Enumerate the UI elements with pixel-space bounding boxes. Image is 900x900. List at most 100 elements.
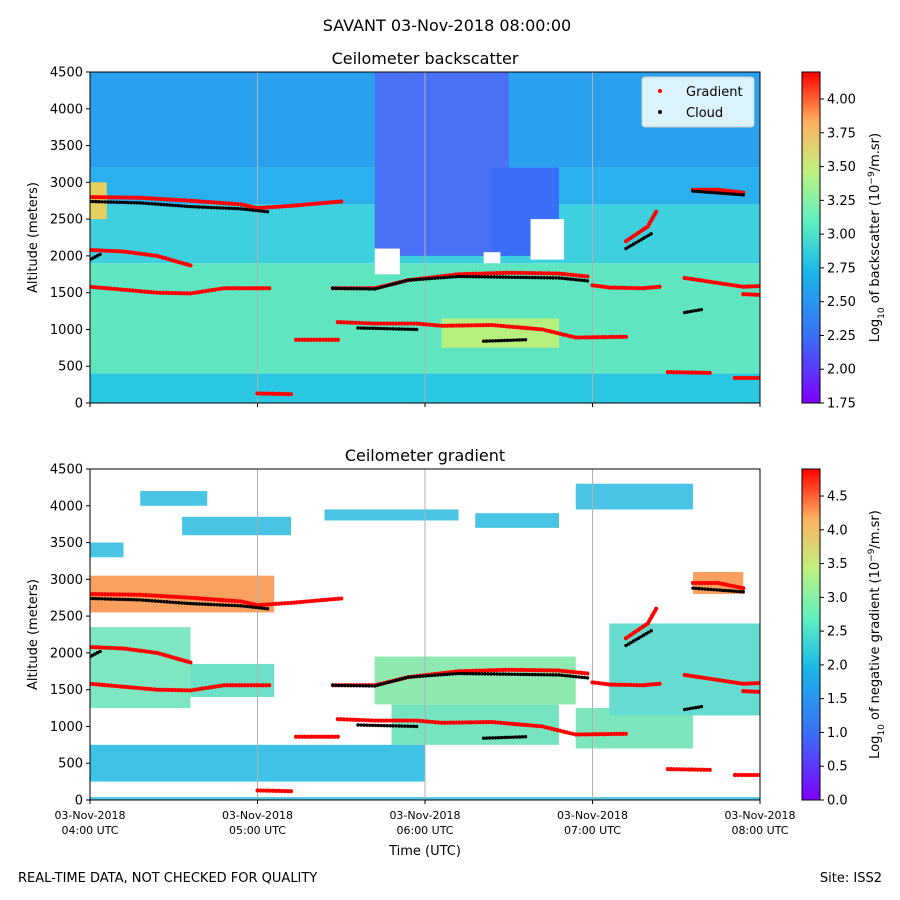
gradient-gradient-point xyxy=(154,687,160,692)
gradient-cloud-point xyxy=(518,672,523,677)
gradient-cloud-point xyxy=(646,630,651,634)
gradient-heatmap-region xyxy=(609,623,760,716)
backscatter-gradient-point xyxy=(118,249,123,254)
backscatter-heatmap-region xyxy=(483,252,501,264)
backscatter-gradient-point xyxy=(279,204,284,209)
gradient-cloud-point xyxy=(551,673,555,677)
gradient-cloud-point xyxy=(406,675,410,679)
gradient-gradient-point xyxy=(417,718,422,723)
gradient-gradient-point xyxy=(712,580,718,586)
gradient-gradient-point xyxy=(588,732,593,737)
backscatter-gradient-point xyxy=(100,285,105,290)
gradient-cloud-point xyxy=(389,679,394,684)
backscatter-gradient-point xyxy=(90,284,96,290)
gradient-cloud-point xyxy=(218,603,222,607)
backscatter-gradient-point xyxy=(478,323,483,328)
backscatter-cloud-point xyxy=(227,206,231,210)
backscatter-cloud-point xyxy=(400,279,405,284)
backscatter-cloud-point xyxy=(493,339,498,343)
backscatter-cloud-point xyxy=(514,338,519,342)
backscatter-cloud-point xyxy=(95,254,100,258)
gradient-gradient-point xyxy=(345,717,350,722)
backscatter-gradient-point xyxy=(261,205,266,210)
gradient-cloud-point xyxy=(738,589,742,594)
gradient-cloud-point xyxy=(560,673,564,677)
backscatter-gradient-point xyxy=(719,187,724,193)
gradient-gradient-point xyxy=(188,660,193,665)
gradient-gradient-point xyxy=(423,719,429,724)
backscatter-gradient-point xyxy=(619,285,624,290)
gradient-cloud-point xyxy=(433,673,437,677)
backscatter-cloud-point xyxy=(495,275,499,279)
backscatter-gradient-point xyxy=(285,392,291,397)
backscatter-gradient-point xyxy=(270,204,275,210)
backscatter-gradient-point xyxy=(109,248,114,254)
backscatter-gradient-point xyxy=(133,288,138,293)
gradient-cloud-point xyxy=(156,599,160,603)
gradient-cloud-point xyxy=(168,600,172,604)
gradient-gradient-point xyxy=(127,685,132,690)
gradient-gradient-point xyxy=(145,686,150,691)
backscatter-cloud-point xyxy=(91,199,95,204)
backscatter-cloud-point xyxy=(436,276,440,280)
backscatter-cloud-point xyxy=(412,278,416,282)
backscatter-cloud-point xyxy=(571,277,575,282)
backscatter-gradient-point xyxy=(320,337,326,342)
gradient-cloud-point xyxy=(481,736,486,740)
backscatter-cloud-point xyxy=(230,206,234,211)
gradient-cloud-point xyxy=(424,674,428,678)
backscatter-cloud-point xyxy=(483,275,487,279)
gradient-gradient-point xyxy=(573,732,578,737)
backscatter-cloud-point xyxy=(200,205,205,209)
backscatter-colorbar-tick-label: 4.00 xyxy=(827,93,856,108)
gradient-cloud-point xyxy=(492,672,496,676)
backscatter-cloud-point xyxy=(709,190,713,195)
gradient-cloud-point xyxy=(545,673,549,677)
backscatter-gradient-point xyxy=(683,370,688,375)
backscatter-cloud-point xyxy=(646,233,651,237)
backscatter-cloud-point xyxy=(391,327,395,331)
backscatter-gradient-point xyxy=(267,391,272,396)
backscatter-cloud-point xyxy=(117,200,122,205)
gradient-gradient-point xyxy=(276,601,281,606)
gradient-gradient-point xyxy=(609,731,614,737)
backscatter-gradient-point xyxy=(273,391,278,396)
backscatter-cloud-point xyxy=(714,191,719,195)
gradient-gradient-point xyxy=(637,683,642,688)
gradient-cloud-point xyxy=(517,735,522,739)
gradient-cloud-point xyxy=(126,597,131,602)
backscatter-cloud-point xyxy=(376,326,381,331)
backscatter-cloud-point xyxy=(688,309,692,314)
backscatter-gradient-point xyxy=(396,321,401,326)
backscatter-cloud-point xyxy=(487,339,492,343)
gradient-cloud-point xyxy=(392,679,396,683)
backscatter-cloud-point xyxy=(439,276,443,280)
gradient-cloud-point xyxy=(562,673,567,678)
gradient-cloud-point xyxy=(418,674,422,678)
backscatter-colorbar-tick-label: 3.50 xyxy=(827,160,856,175)
backscatter-gradient-point xyxy=(329,337,335,342)
gradient-cloud-point xyxy=(521,672,526,677)
backscatter-gradient-point xyxy=(420,322,426,327)
gradient-gradient-point xyxy=(757,772,760,778)
gradient-cloud-point xyxy=(95,651,100,655)
gradient-y-tick-label: 3000 xyxy=(50,573,83,588)
gradient-cloud-point xyxy=(450,672,455,676)
backscatter-cloud-point xyxy=(165,203,169,207)
gradient-cloud-point xyxy=(582,675,587,680)
gradient-gradient-point xyxy=(233,683,239,688)
gradient-x-tick-label: 06:00 UTC xyxy=(396,824,453,837)
gradient-cloud-point xyxy=(236,603,240,608)
backscatter-cloud-point xyxy=(382,326,387,331)
gradient-gradient-point xyxy=(486,719,492,725)
backscatter-cloud-point xyxy=(629,243,633,248)
gradient-gradient-point xyxy=(224,683,230,688)
backscatter-cloud-point xyxy=(94,199,98,204)
backscatter-cloud-point xyxy=(641,236,646,240)
backscatter-cloud-point xyxy=(120,200,125,205)
backscatter-gradient-point xyxy=(466,323,471,328)
gradient-cloud-point xyxy=(641,633,646,637)
backscatter-gradient-point xyxy=(472,323,477,328)
backscatter-gradient-point xyxy=(677,370,682,375)
gradient-gradient-point xyxy=(582,732,587,737)
